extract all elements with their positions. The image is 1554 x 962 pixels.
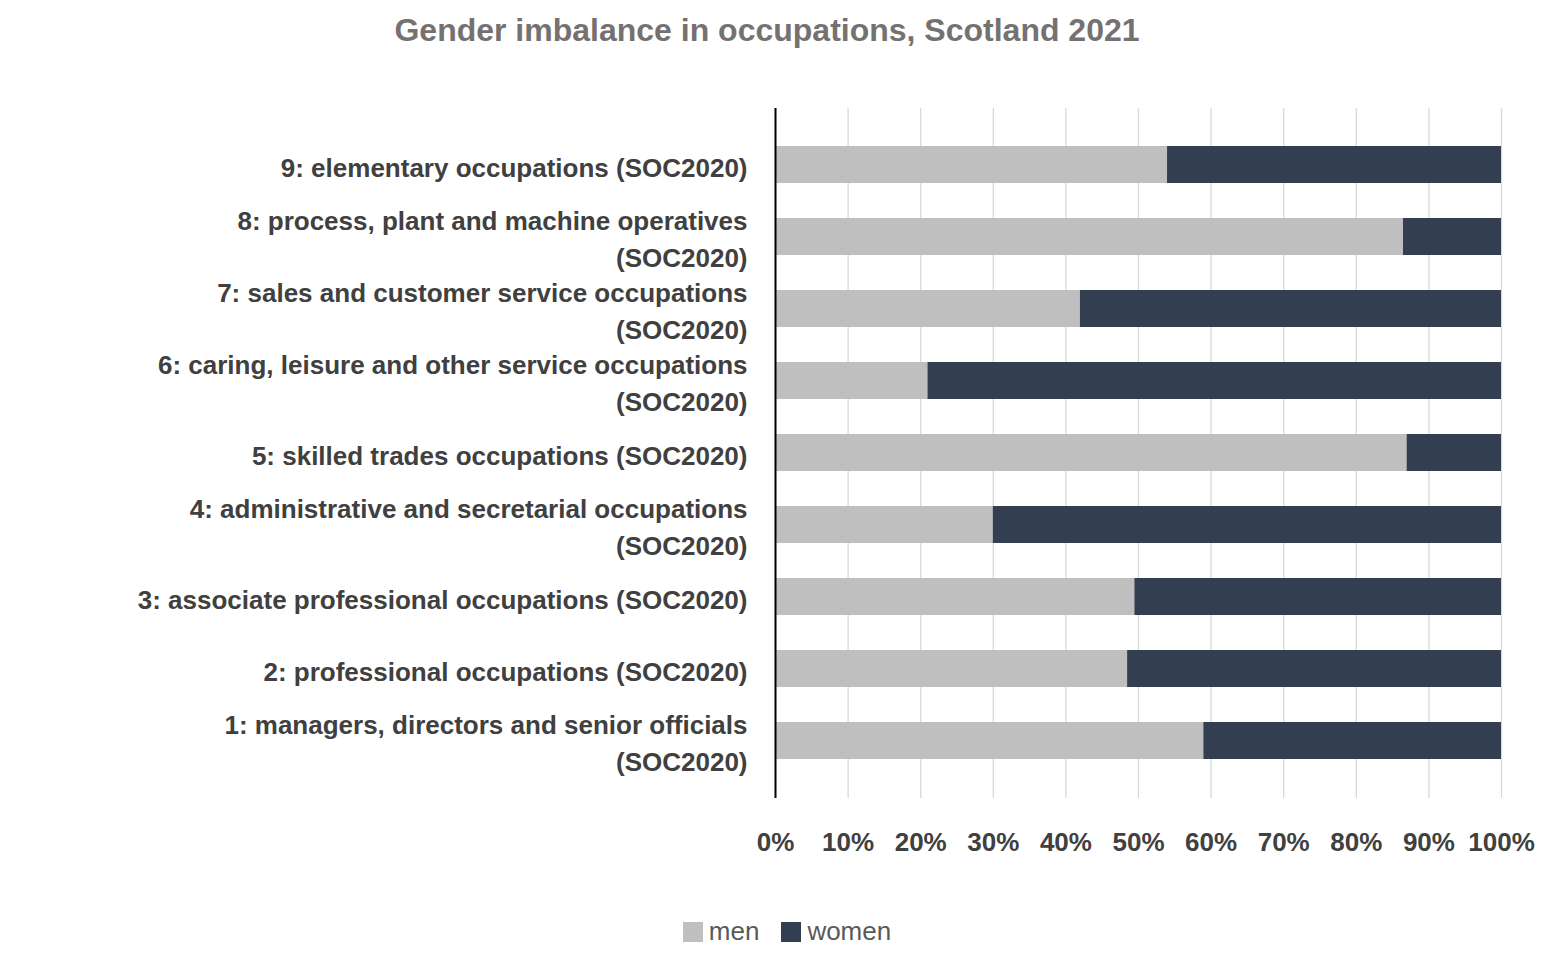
svg-text:100%: 100% bbox=[1468, 827, 1535, 857]
svg-text:80%: 80% bbox=[1330, 827, 1382, 857]
svg-text:5: skilled trades occupations: 5: skilled trades occupations (SOC2020) bbox=[252, 441, 748, 471]
svg-text:70%: 70% bbox=[1258, 827, 1310, 857]
svg-text:10%: 10% bbox=[822, 827, 874, 857]
svg-text:6: caring, leisure and other s: 6: caring, leisure and other service occ… bbox=[158, 350, 748, 416]
svg-text:50%: 50% bbox=[1112, 827, 1164, 857]
svg-text:20%: 20% bbox=[895, 827, 947, 857]
svg-text:3: associate professional occu: 3: associate professional occupations (S… bbox=[138, 585, 748, 615]
svg-text:2: professional occupations (S: 2: professional occupations (SOC2020) bbox=[263, 657, 747, 687]
svg-text:7: sales and customer service: 7: sales and customer service occupation… bbox=[217, 278, 747, 344]
svg-text:60%: 60% bbox=[1185, 827, 1237, 857]
svg-text:8: process, plant and machine: 8: process, plant and machine operatives… bbox=[237, 206, 747, 272]
html-text:men: men bbox=[708, 916, 760, 946]
svg-text:40%: 40% bbox=[1040, 827, 1092, 857]
svg-text:90%: 90% bbox=[1403, 827, 1455, 857]
svg-text:9: elementary occupations (SOC: 9: elementary occupations (SOC2020) bbox=[281, 153, 748, 183]
svg-text:4: administrative and secretar: 4: administrative and secretarial occupa… bbox=[190, 494, 748, 560]
html-text:Gender imbalance in occupation: Gender imbalance in occupations, Scotlan… bbox=[394, 12, 1140, 48]
svg-text:30%: 30% bbox=[967, 827, 1019, 857]
svg-text:0%: 0% bbox=[757, 827, 795, 857]
html-text:women: women bbox=[807, 916, 892, 946]
svg-text:1: managers, directors and sen: 1: managers, directors and senior offici… bbox=[224, 710, 747, 776]
